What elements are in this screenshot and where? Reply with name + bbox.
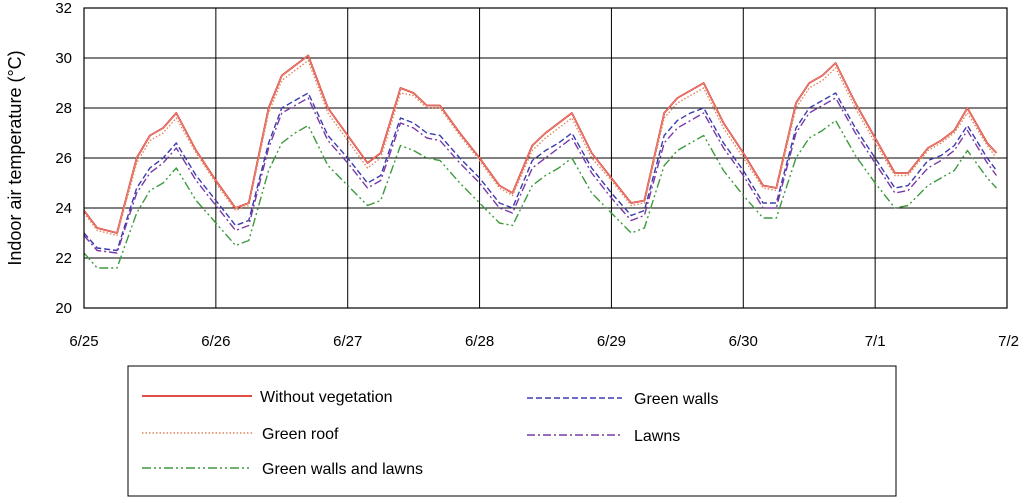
y-tick-label: 28: [55, 100, 72, 117]
series-line-green-walls-and-lawns: [83, 119, 998, 269]
legend-label: Lawns: [634, 428, 680, 445]
y-tick-label: 26: [55, 150, 72, 167]
legend-box: [127, 365, 897, 497]
series-line-highlight: [83, 55, 997, 234]
series-line-green-walls: [83, 92, 998, 252]
x-tick-label: 7/2: [998, 333, 1019, 350]
x-tick-label: 7/1: [865, 333, 886, 350]
x-tick-label: 6/25: [69, 333, 98, 350]
plot-area-frame: [83, 7, 1008, 309]
x-tick-label: 6/30: [729, 333, 758, 350]
legend-label: Without vegetation: [260, 389, 393, 406]
x-tick-label: 6/29: [597, 333, 626, 350]
legend-label: Green walls: [634, 391, 718, 408]
y-tick-label: 20: [55, 300, 72, 317]
y-tick-label: 22: [55, 250, 72, 267]
legend: Without vegetation Green roof Green walls L…: [127, 365, 897, 497]
x-tick-label: 6/26: [201, 333, 230, 350]
grid-lines: [83, 7, 1008, 309]
y-axis-label: Indoor air temperature (°C): [5, 50, 25, 265]
y-tick-label: 32: [55, 0, 72, 17]
y-tick-label: 24: [55, 200, 72, 217]
series-lines: [83, 54, 998, 269]
y-axis-tick-labels: 20 22 24 26 28 30 32: [55, 0, 72, 317]
x-tick-label: 6/27: [333, 333, 362, 350]
series-line-lawns: [83, 97, 998, 254]
legend-label: Green roof: [262, 426, 339, 443]
legend-label: Green walls and lawns: [262, 461, 423, 478]
series-line-green-roof: [83, 59, 998, 237]
x-axis-tick-labels: 6/25 6/26 6/27 6/28 6/29 6/30 7/1 7/2: [69, 333, 1019, 350]
y-tick-label: 30: [55, 50, 72, 67]
x-tick-label: 6/28: [465, 333, 494, 350]
